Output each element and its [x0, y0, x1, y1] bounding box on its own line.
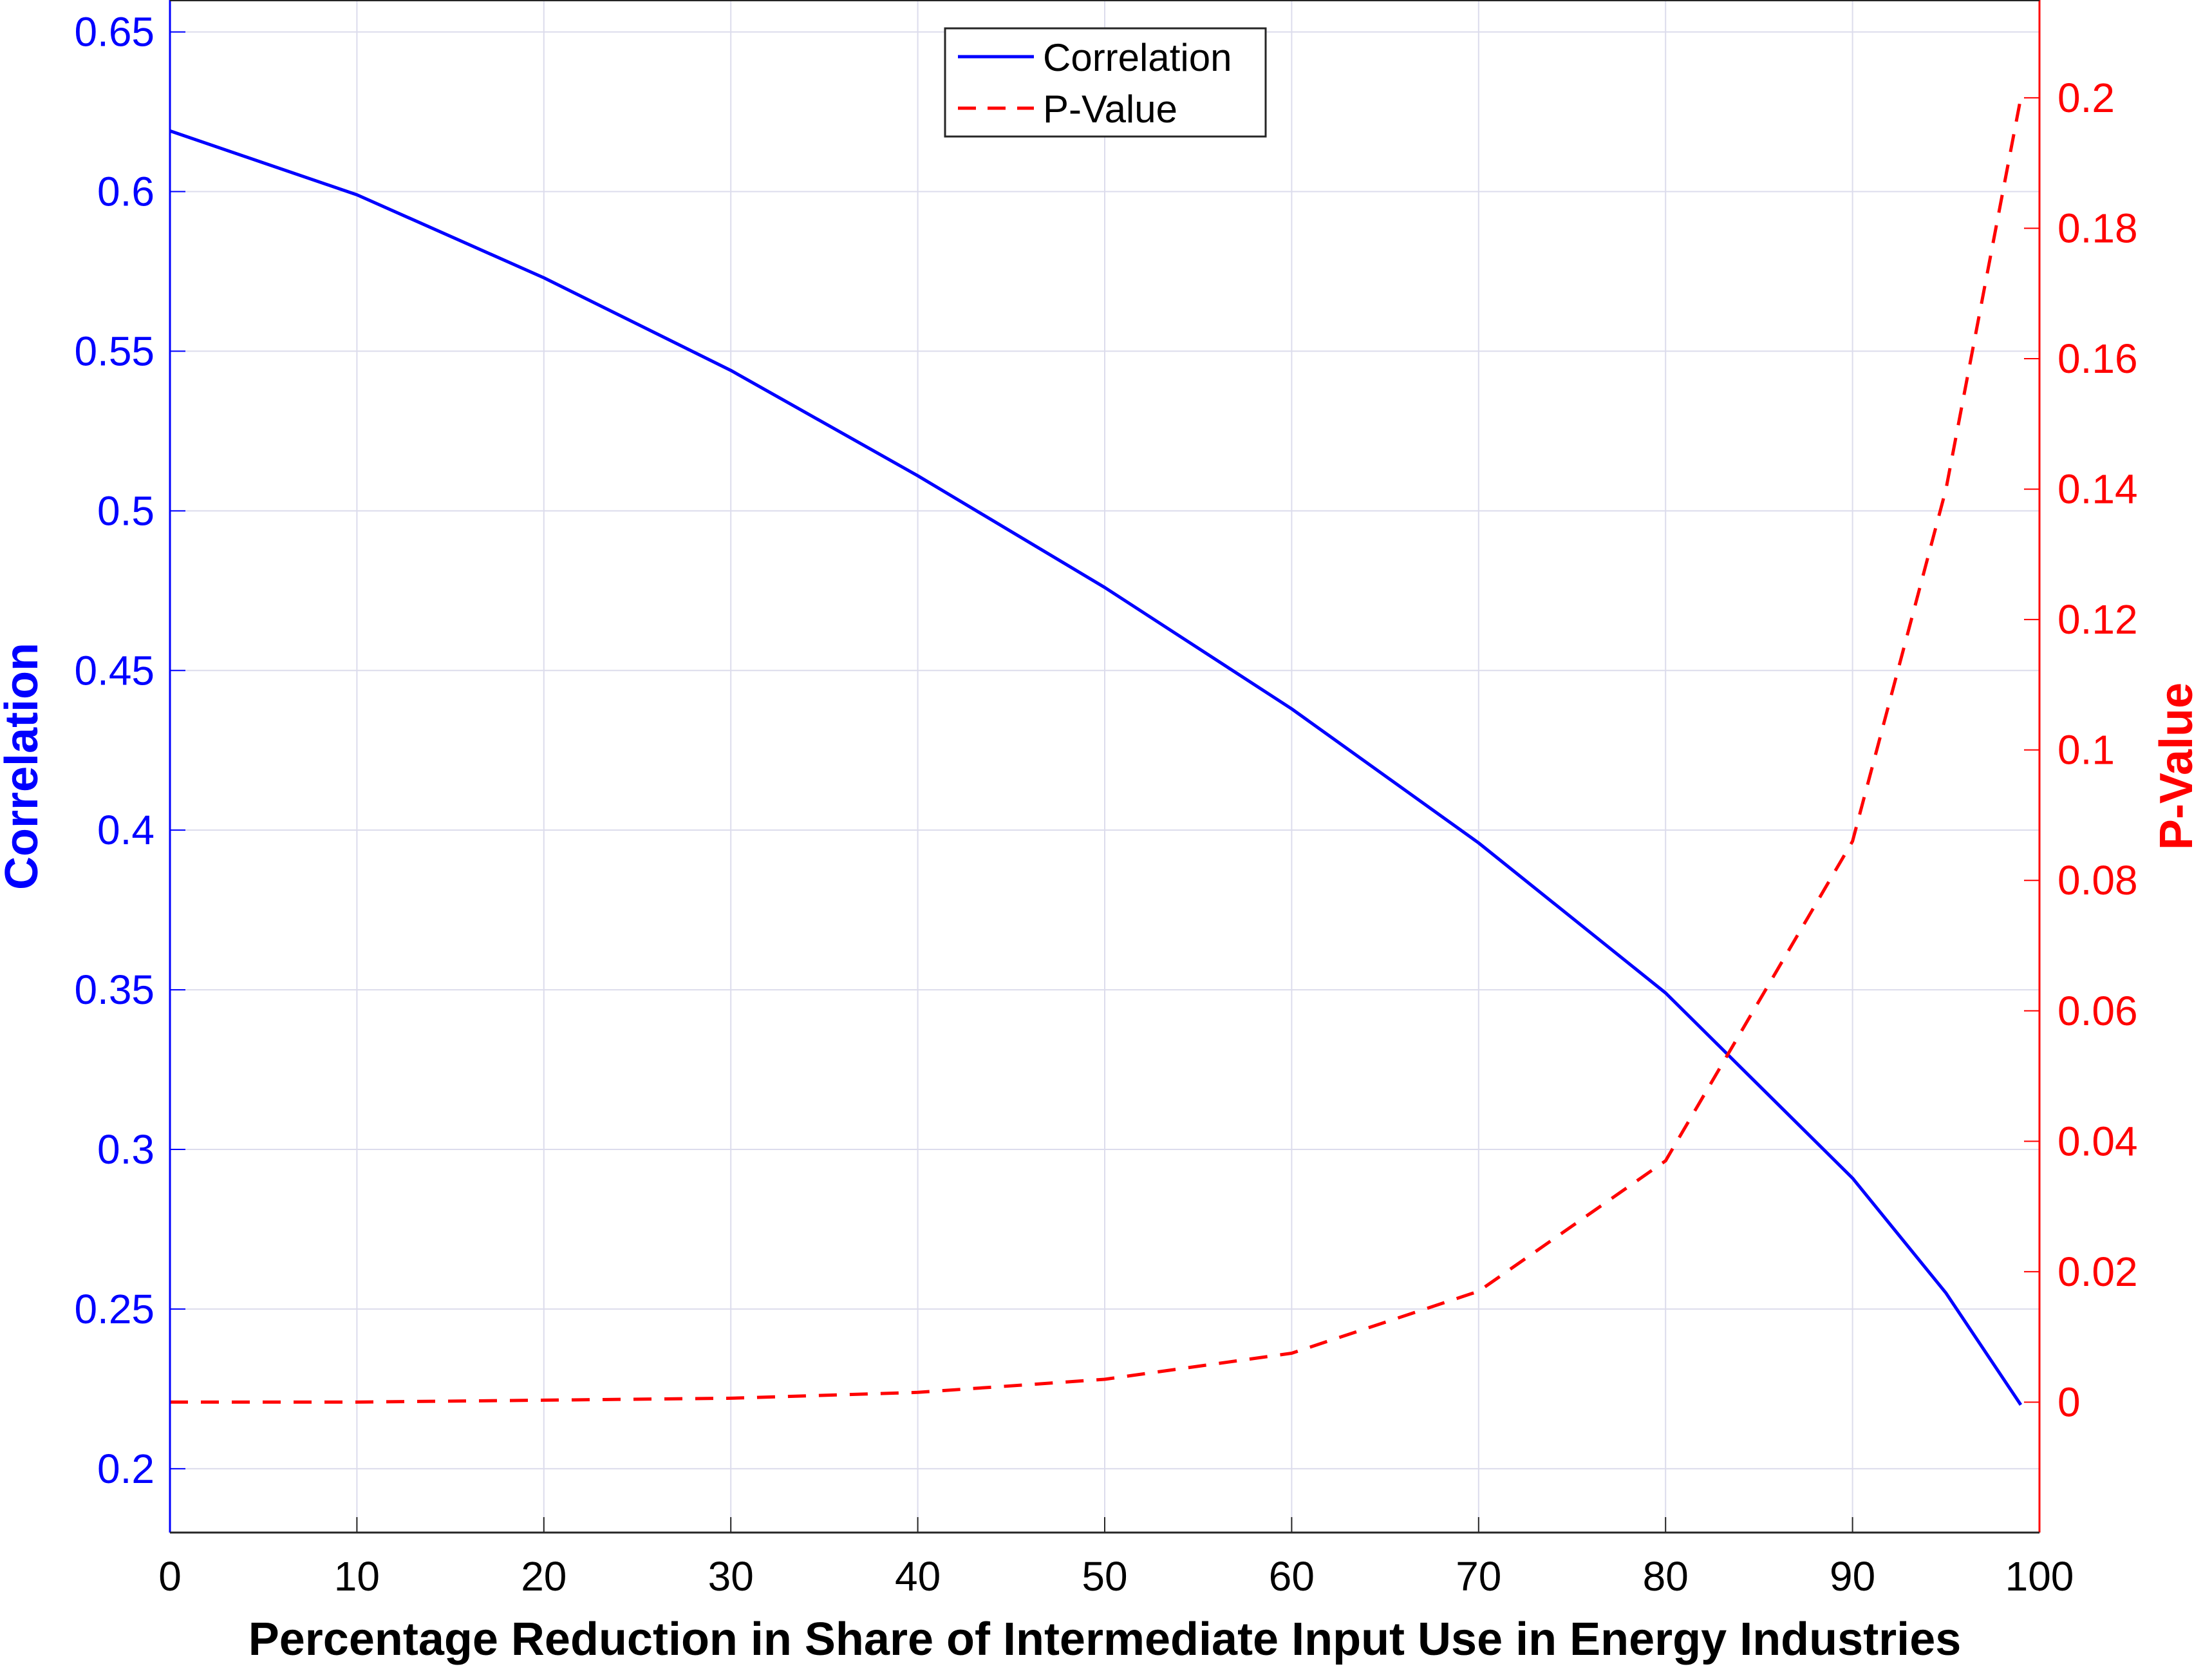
right-y-tick-label: 0	[2057, 1379, 2081, 1425]
left-y-tick-label: 0.25	[74, 1286, 155, 1332]
series-layer	[169, 97, 2023, 1406]
legend: Correlation P-Value	[944, 27, 1267, 138]
left-y-tick-label: 0.2	[97, 1446, 155, 1492]
x-tick-label: 50	[1082, 1553, 1127, 1600]
legend-label: Correlation	[1043, 36, 1232, 79]
left-y-tick-label: 0.3	[97, 1126, 155, 1173]
x-tick-label: 90	[1830, 1553, 1875, 1600]
x-axis-label: Percentage Reduction in Share of Interme…	[248, 1614, 1962, 1665]
right-y-tick-label: 0.1	[2057, 727, 2115, 773]
right-y-tick-label: 0.12	[2057, 596, 2138, 643]
right-y-tick-label: 0.08	[2057, 857, 2138, 903]
right-y-tick-label: 0.18	[2057, 205, 2138, 251]
grid	[170, 0, 2039, 1533]
left-y-tick-label: 0.6	[97, 169, 155, 215]
series-line-correlation	[169, 129, 2023, 1406]
left-y-tick-label: 0.45	[74, 647, 155, 694]
legend-box	[944, 27, 1267, 138]
right-y-tick-label: 0.2	[2057, 75, 2115, 121]
x-tick-label: 80	[1643, 1553, 1689, 1600]
right-y-tick-label: 0.16	[2057, 335, 2138, 382]
x-tick-label: 30	[708, 1553, 754, 1600]
x-tick-label: 60	[1269, 1553, 1315, 1600]
legend-label: P-Value	[1043, 88, 1177, 131]
left-y-tick-label: 0.4	[97, 807, 155, 853]
right-y-tick-label: 0.06	[2057, 988, 2138, 1034]
right-y-tick-label: 0.04	[2057, 1118, 2138, 1164]
left-y-tick-label: 0.35	[74, 967, 155, 1013]
right-y-tick-label: 0.14	[2057, 466, 2138, 513]
left-y-tick-label: 0.55	[74, 328, 155, 374]
x-tick-label: 100	[2005, 1553, 2074, 1600]
x-tick-label: 70	[1456, 1553, 1501, 1600]
x-tick-label: 10	[334, 1553, 380, 1600]
right-axis-label: P-Value	[2151, 683, 2202, 850]
left-y-tick-label: 0.5	[97, 487, 155, 534]
series-line-p-value	[170, 97, 2023, 1404]
axes: 0 10 20 30 40 50 60 70 80 90 100 0.2 0.25 0.3 0.35 0.4 0…	[74, 0, 2138, 1600]
x-tick-label: 40	[895, 1553, 941, 1600]
left-y-tick-label: 0.65	[74, 9, 155, 55]
x-tick-label: 0	[158, 1553, 182, 1600]
left-axis-label: Correlation	[0, 643, 48, 890]
right-y-tick-label: 0.02	[2057, 1249, 2138, 1295]
x-tick-label: 20	[521, 1553, 567, 1600]
